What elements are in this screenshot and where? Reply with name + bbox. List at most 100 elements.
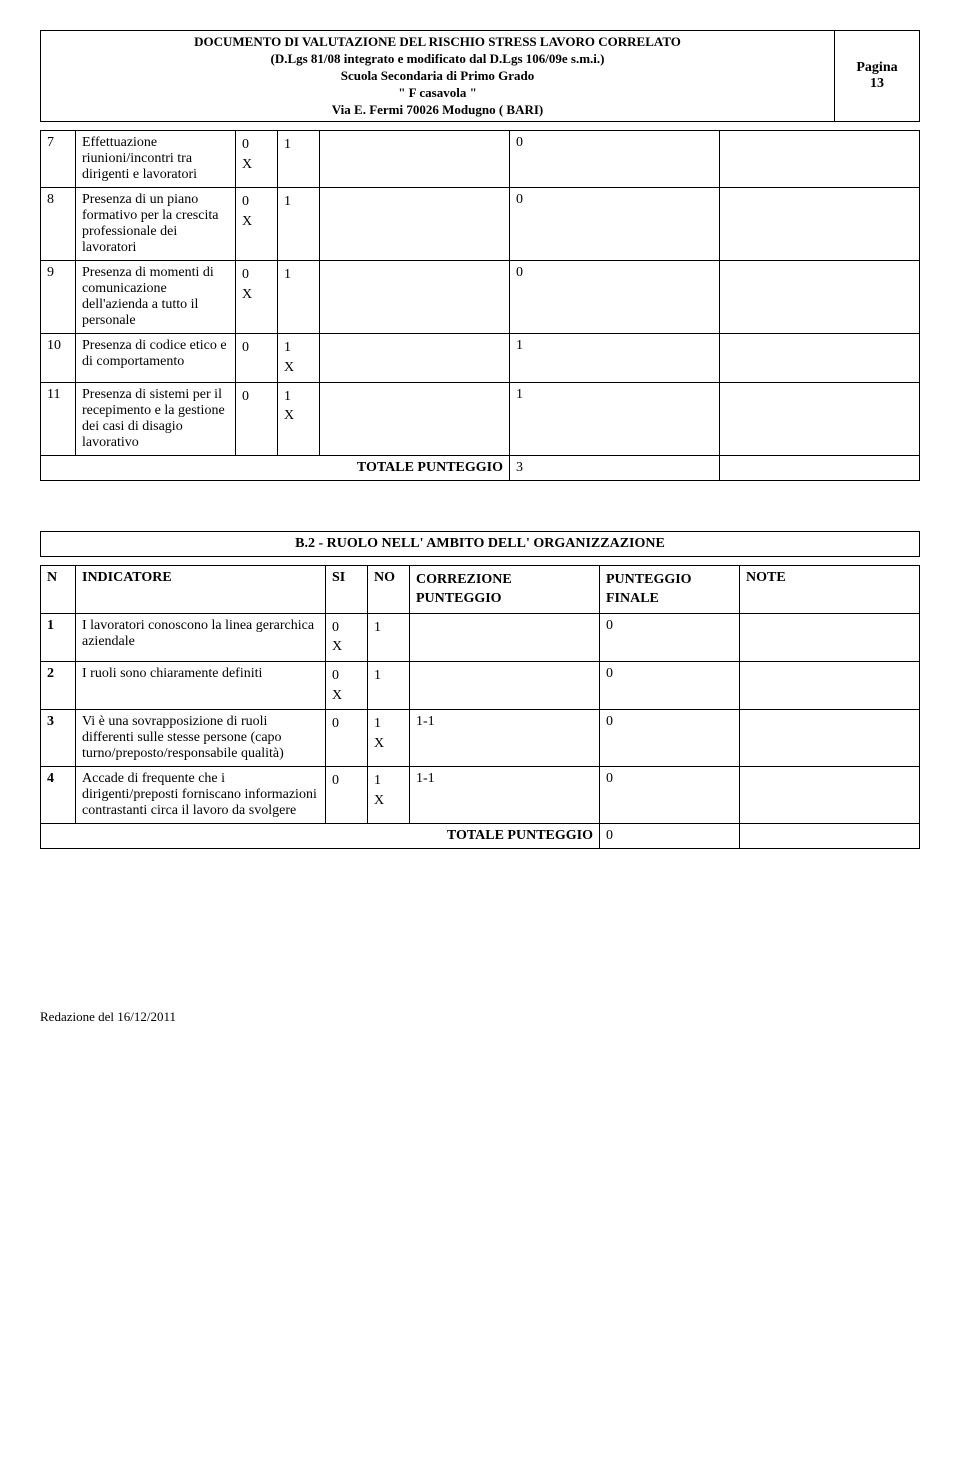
cell-punt: 0 <box>600 613 740 661</box>
cell-n: 11 <box>41 382 76 455</box>
cell-ind: Vi è una sovrapposizione di ruoli differ… <box>76 710 326 767</box>
th-ind: INDICATORE <box>76 565 326 613</box>
no-top: 1 <box>374 618 403 638</box>
header-left: DOCUMENTO DI VALUTAZIONE DEL RISCHIO STR… <box>41 31 835 122</box>
th-n: N <box>41 565 76 613</box>
th-corr1: CORREZIONE <box>416 570 593 590</box>
cell-ind: I ruoli sono chiaramente definiti <box>76 662 326 710</box>
footer: Redazione del 16/12/2011 <box>40 1009 920 1025</box>
cell-si: 0 X <box>326 662 368 710</box>
th-si: SI <box>326 565 368 613</box>
cell-punt: 0 <box>510 261 720 334</box>
no-top: 1 <box>284 265 313 285</box>
cell-si: 0 X <box>236 131 278 188</box>
si-bot: X <box>242 212 271 232</box>
table-row: 2 I ruoli sono chiaramente definiti 0 X … <box>41 662 920 710</box>
cell-si: 0 X <box>236 261 278 334</box>
total-note <box>740 824 920 849</box>
cell-note <box>720 382 920 455</box>
doc-header: DOCUMENTO DI VALUTAZIONE DEL RISCHIO STR… <box>40 30 920 122</box>
cell-no: 1 X <box>368 710 410 767</box>
total-note <box>720 455 920 480</box>
cell-note <box>720 334 920 382</box>
si-top: 0 <box>242 265 271 285</box>
si-top: 0 <box>332 666 361 686</box>
cell-si: 0 <box>326 710 368 767</box>
cell-ind: Effettuazione riunioni/incontri tra diri… <box>76 131 236 188</box>
no-bot: X <box>284 406 313 426</box>
page-num: 13 <box>841 76 913 92</box>
table-row: 7 Effettuazione riunioni/incontri tra di… <box>41 131 920 188</box>
no-top: 1 <box>374 771 403 791</box>
table-b2: N INDICATORE SI NO CORREZIONE PUNTEGGIO … <box>40 565 920 850</box>
si-top: 0 <box>242 387 271 407</box>
si-top: 0 <box>242 192 271 212</box>
total-row: TOTALE PUNTEGGIO 0 <box>41 824 920 849</box>
cell-corr <box>410 613 600 661</box>
header-line1: DOCUMENTO DI VALUTAZIONE DEL RISCHIO STR… <box>47 34 828 51</box>
si-top: 0 <box>242 135 271 155</box>
page-label: Pagina <box>841 60 913 76</box>
cell-no: 1 X <box>278 334 320 382</box>
cell-corr <box>320 261 510 334</box>
table-row: 9 Presenza di momenti di comunicazione d… <box>41 261 920 334</box>
cell-punt: 0 <box>600 767 740 824</box>
no-top: 1 <box>284 135 313 155</box>
total-value: 0 <box>600 824 740 849</box>
th-no: NO <box>368 565 410 613</box>
th-punt1: PUNTEGGIO <box>606 570 733 590</box>
no-top: 1 <box>284 387 313 407</box>
total-label: TOTALE PUNTEGGIO <box>41 824 600 849</box>
spacer <box>40 481 920 531</box>
cell-n: 10 <box>41 334 76 382</box>
cell-no: 1 <box>368 613 410 661</box>
cell-punt: 0 <box>510 188 720 261</box>
si-bot: X <box>242 155 271 175</box>
no-bot: X <box>374 791 403 811</box>
si-top: 0 <box>332 771 361 791</box>
cell-note <box>740 710 920 767</box>
th-punt: PUNTEGGIO FINALE <box>600 565 740 613</box>
cell-corr <box>320 382 510 455</box>
cell-si: 0 <box>326 767 368 824</box>
table-b1-cont: 7 Effettuazione riunioni/incontri tra di… <box>40 130 920 480</box>
section-title: B.2 - RUOLO NELL' AMBITO DELL' ORGANIZZA… <box>41 531 920 556</box>
cell-note <box>740 662 920 710</box>
table-row: 11 Presenza di sistemi per il recepiment… <box>41 382 920 455</box>
header-line5: Via E. Fermi 70026 Modugno ( BARI) <box>47 102 828 119</box>
th-note: NOTE <box>740 565 920 613</box>
cell-punt: 0 <box>600 662 740 710</box>
si-bot: X <box>242 285 271 305</box>
header-right: Pagina 13 <box>835 31 920 122</box>
cell-ind: Accade di frequente che i dirigenti/prep… <box>76 767 326 824</box>
cell-ind: I lavoratori conoscono la linea gerarchi… <box>76 613 326 661</box>
table-row: 4 Accade di frequente che i dirigenti/pr… <box>41 767 920 824</box>
cell-ind: Presenza di sistemi per il recepimento e… <box>76 382 236 455</box>
cell-n: 2 <box>41 662 76 710</box>
cell-note <box>720 261 920 334</box>
header-line4: " F casavola " <box>47 85 828 102</box>
cell-no: 1 X <box>368 767 410 824</box>
cell-no: 1 <box>368 662 410 710</box>
cell-si: 0 <box>236 334 278 382</box>
total-label: TOTALE PUNTEGGIO <box>41 455 510 480</box>
cell-si: 0 X <box>236 188 278 261</box>
cell-n: 4 <box>41 767 76 824</box>
cell-corr <box>320 334 510 382</box>
no-bot: X <box>374 734 403 754</box>
no-bot: X <box>284 358 313 378</box>
cell-ind: Presenza di codice etico e di comportame… <box>76 334 236 382</box>
total-row: TOTALE PUNTEGGIO 3 <box>41 455 920 480</box>
cell-no: 1 <box>278 188 320 261</box>
si-top: 0 <box>332 618 361 638</box>
cell-corr <box>320 188 510 261</box>
cell-corr <box>410 662 600 710</box>
table-row: 3 Vi è una sovrapposizione di ruoli diff… <box>41 710 920 767</box>
cell-note <box>740 767 920 824</box>
si-top: 0 <box>242 338 271 358</box>
header-row: N INDICATORE SI NO CORREZIONE PUNTEGGIO … <box>41 565 920 613</box>
cell-corr: 1-1 <box>410 710 600 767</box>
cell-no: 1 <box>278 261 320 334</box>
table-row: 1 I lavoratori conoscono la linea gerarc… <box>41 613 920 661</box>
no-top: 1 <box>374 714 403 734</box>
